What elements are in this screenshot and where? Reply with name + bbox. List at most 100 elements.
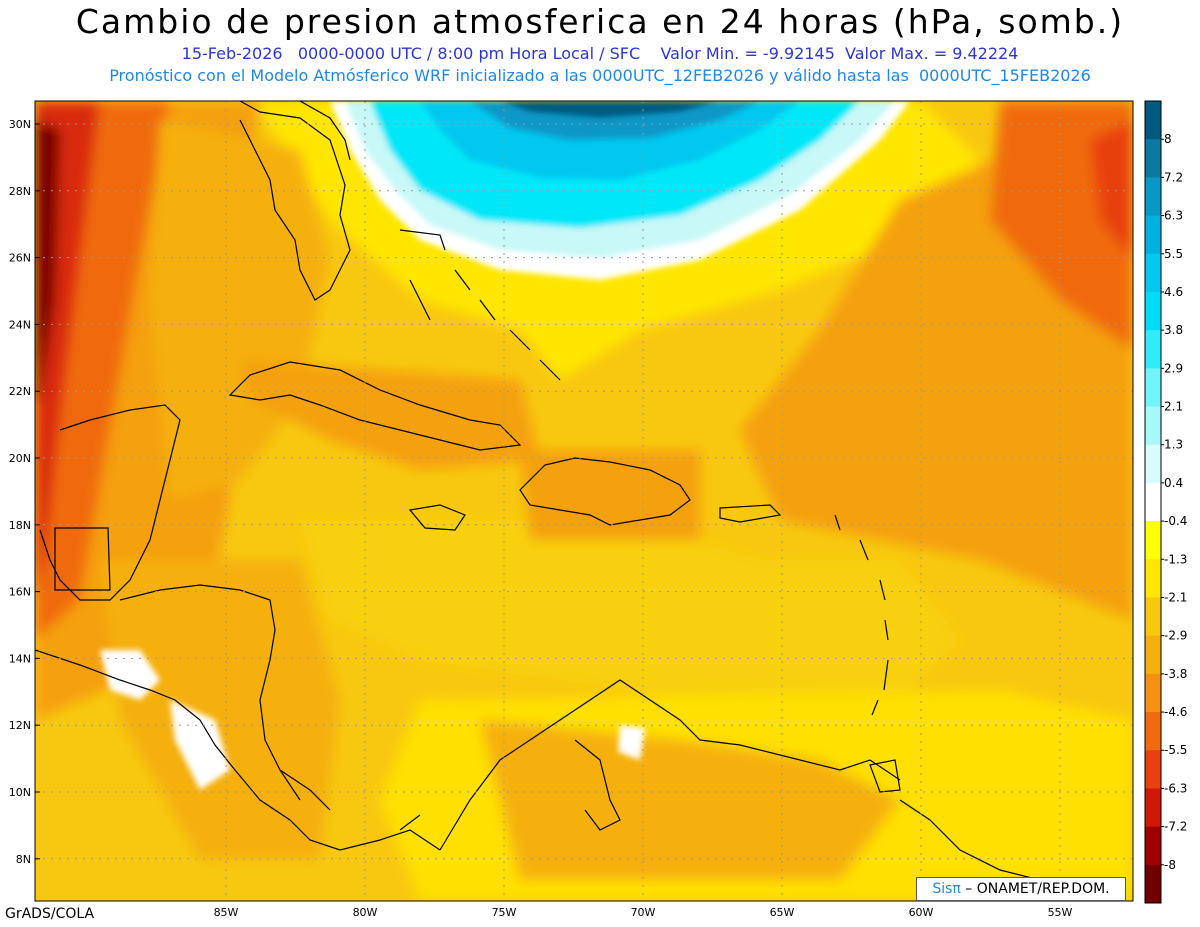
colorbar-label: -2.1 bbox=[1164, 590, 1187, 604]
colorbar-swatch bbox=[1145, 826, 1161, 866]
lon-label: 80W bbox=[353, 906, 378, 919]
colorbar-label: 4.6 bbox=[1164, 285, 1183, 299]
coast-lesser-antilles bbox=[834, 514, 889, 716]
field-red-east bbox=[1090, 120, 1133, 260]
lat-label: 30N bbox=[9, 118, 31, 131]
map-subtitle-model-run: Pronóstico con el Modelo Atmósferico WRF… bbox=[109, 66, 1091, 85]
colorbar-swatch bbox=[1145, 444, 1161, 484]
colorbar-swatch bbox=[1145, 864, 1161, 904]
lat-label: 16N bbox=[9, 586, 31, 599]
coast-colombia-venezuela bbox=[439, 679, 901, 851]
coast-maracaibo bbox=[574, 739, 621, 831]
colorbar-label: -5.5 bbox=[1164, 743, 1187, 757]
colorbar-label: 8 bbox=[1164, 132, 1172, 146]
colorbar-label: 5.5 bbox=[1164, 247, 1183, 261]
colorbar-swatch bbox=[1145, 101, 1161, 140]
colorbar-swatch bbox=[1145, 215, 1161, 255]
colorbar-swatch bbox=[1145, 788, 1161, 828]
coastlines bbox=[35, 101, 1071, 901]
credit-box: Sisπ – ONAMET/REP.DOM. bbox=[916, 877, 1126, 901]
lon-label: 60W bbox=[909, 906, 934, 919]
lon-label: 70W bbox=[631, 906, 656, 919]
colorbar-swatch bbox=[1145, 406, 1161, 446]
coast-hispaniola bbox=[519, 457, 691, 526]
lat-label: 26N bbox=[9, 252, 31, 265]
colorbar-label: 6.3 bbox=[1164, 209, 1183, 223]
coast-cuba bbox=[228, 361, 522, 451]
coast-trinidad bbox=[869, 759, 901, 793]
lon-label: 55W bbox=[1048, 906, 1073, 919]
lat-label: 20N bbox=[9, 452, 31, 465]
colorbar-label: -0.4 bbox=[1164, 514, 1187, 528]
colorbar-label: -8 bbox=[1164, 858, 1176, 872]
longitude-labels: 85W 80W 75W 70W 65W 60W 55W bbox=[214, 906, 1073, 919]
colorbar-swatch bbox=[1145, 673, 1161, 713]
coast-puertorico bbox=[719, 504, 782, 523]
credit-sis: Sisπ bbox=[932, 881, 961, 897]
colorbar-label: -3.8 bbox=[1164, 667, 1187, 681]
colorbar-label: 2.1 bbox=[1164, 400, 1183, 414]
graticule bbox=[35, 101, 1133, 901]
coast-florida bbox=[239, 101, 351, 301]
lon-label: 75W bbox=[492, 906, 517, 919]
colorbar-label: 0.4 bbox=[1164, 476, 1183, 490]
lat-label: 12N bbox=[9, 719, 31, 732]
grads-label: GrADS/COLA bbox=[5, 906, 95, 922]
field-yellow-caribbean bbox=[300, 520, 960, 700]
colorbar-swatch bbox=[1145, 291, 1161, 331]
coast-centralamerica bbox=[35, 649, 441, 851]
coast-bahamas bbox=[399, 229, 561, 381]
lat-label: 8N bbox=[16, 853, 31, 866]
map-title: Cambio de presion atmosferica en 24 hora… bbox=[75, 2, 1125, 41]
coast-usa-north bbox=[299, 101, 351, 161]
lat-label: 22N bbox=[9, 385, 31, 398]
colorbar-label: -2.9 bbox=[1164, 629, 1187, 643]
field-orange-venezuela bbox=[480, 720, 900, 880]
lat-label: 28N bbox=[9, 185, 31, 198]
field-white-patch-1 bbox=[100, 650, 160, 700]
field-white-patch-2 bbox=[170, 700, 230, 790]
map-frame bbox=[34, 100, 1134, 902]
colorbar-swatch bbox=[1145, 521, 1161, 560]
lat-label: 10N bbox=[9, 786, 31, 799]
colorbar-label: -7.2 bbox=[1164, 820, 1187, 834]
colorbar-labels: 8 7.2 6.3 5.5 4.6 3.8 2.9 2.1 1.3 0.4 -0.4 -1.3 -2.1… bbox=[1164, 132, 1187, 872]
shaded-field bbox=[35, 101, 1133, 901]
colorbar-label: 1.3 bbox=[1164, 438, 1183, 452]
colorbar-swatch bbox=[1145, 712, 1161, 751]
field-orange-hispaniola bbox=[520, 450, 700, 540]
lon-label: 65W bbox=[770, 906, 795, 919]
field-orange-centam bbox=[100, 560, 340, 860]
field-white-patch-3 bbox=[618, 725, 645, 760]
credit-onamet: – ONAMET/REP.DOM. bbox=[960, 881, 1110, 897]
colorbar-swatch bbox=[1145, 597, 1161, 637]
colorbar-label: 3.8 bbox=[1164, 323, 1183, 337]
field-navy bbox=[500, 101, 720, 118]
colorbar-swatch bbox=[1145, 253, 1161, 293]
colorbar-label: 7.2 bbox=[1164, 170, 1183, 184]
coast-belize-box bbox=[54, 527, 111, 591]
latitude-labels: 30N 28N 26N 24N 22N 20N 18N 16N 14N 12N 10N 8N bbox=[9, 118, 40, 866]
colorbar-swatch bbox=[1145, 139, 1161, 178]
coast-honduras bbox=[119, 584, 301, 801]
field-deepred-west bbox=[35, 120, 60, 400]
colorbar bbox=[1144, 100, 1164, 904]
coast-panama bbox=[279, 769, 421, 831]
colorbar-swatch bbox=[1145, 177, 1161, 217]
lon-label: 85W bbox=[214, 906, 239, 919]
colorbar-label: -4.6 bbox=[1164, 705, 1187, 719]
colorbar-swatch bbox=[1145, 330, 1161, 369]
colorbar-swatch bbox=[1145, 750, 1161, 789]
colorbar-label: -6.3 bbox=[1164, 781, 1187, 795]
colorbar-swatch bbox=[1145, 368, 1161, 408]
field-orange-cuba bbox=[240, 360, 540, 470]
colorbar-label: 2.9 bbox=[1164, 361, 1183, 375]
colorbar-swatch bbox=[1145, 559, 1161, 598]
colorbar-frame bbox=[1144, 100, 1162, 904]
map-subtitle-valid-time: 15-Feb-2026 0000-0000 UTC / 8:00 pm Hora… bbox=[181, 44, 1019, 63]
coast-jamaica bbox=[408, 504, 466, 531]
coast-yucatan bbox=[39, 404, 181, 601]
lat-label: 24N bbox=[9, 318, 31, 331]
colorbar-label: -1.3 bbox=[1164, 552, 1187, 566]
